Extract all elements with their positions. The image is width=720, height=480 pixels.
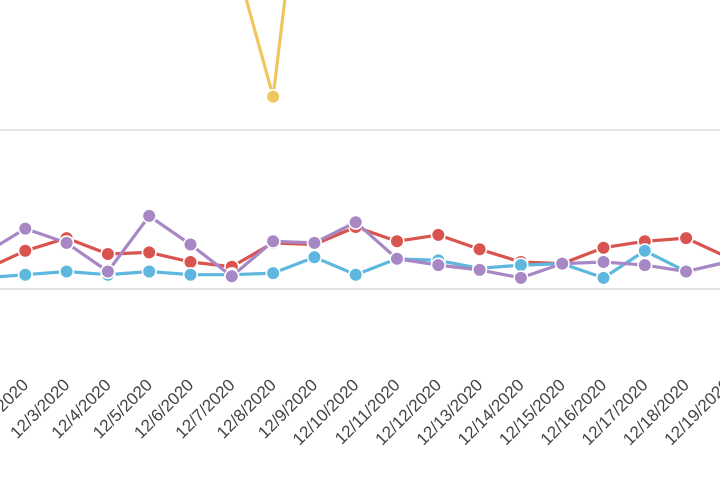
series-3-point-9[interactable] <box>348 267 364 283</box>
series-4-point-11[interactable] <box>430 257 446 273</box>
series-4-point-1[interactable] <box>17 221 33 237</box>
series-4-point-7[interactable] <box>265 233 281 249</box>
series-2-point-11[interactable] <box>430 227 446 243</box>
series-4-point-17[interactable] <box>678 263 694 280</box>
series-2-point-3[interactable] <box>100 246 116 262</box>
series-4-point-8[interactable] <box>306 235 323 251</box>
series-4-point-4[interactable] <box>141 208 157 224</box>
series-4-point-10[interactable] <box>389 251 405 267</box>
series-layer <box>0 0 720 286</box>
series-3-point-1[interactable] <box>17 267 33 283</box>
series-4-point-9[interactable] <box>348 214 364 230</box>
series-4-point-3[interactable] <box>100 263 116 280</box>
series-3-point-16[interactable] <box>637 243 653 259</box>
x-axis-tick-labels: 12/1/202012/2/202012/3/202012/4/202012/5… <box>0 375 720 449</box>
series-4-point-6[interactable] <box>224 268 240 284</box>
series-4-point-14[interactable] <box>554 256 570 272</box>
series-0-line <box>244 0 287 99</box>
series-4-point-16[interactable] <box>637 257 653 273</box>
series-2-point-10[interactable] <box>389 233 405 249</box>
series-3-point-7[interactable] <box>265 265 281 281</box>
series-2-point-15[interactable] <box>595 240 612 256</box>
series-3-point-5[interactable] <box>182 267 199 283</box>
series-4-point-13[interactable] <box>513 270 529 286</box>
series-3-point-15[interactable] <box>595 270 612 286</box>
series-4-point-15[interactable] <box>595 254 612 270</box>
series-4-point-2[interactable] <box>58 235 75 251</box>
series-2-point-5[interactable] <box>182 254 199 270</box>
series-2-point-1[interactable] <box>17 243 33 259</box>
gridlines <box>0 129 720 290</box>
series-2-point-4[interactable] <box>141 244 157 260</box>
series-2-point-17[interactable] <box>678 230 694 246</box>
series-2-point-12[interactable] <box>472 241 488 257</box>
series-3-point-2[interactable] <box>58 263 75 280</box>
series-4-point-5[interactable] <box>182 236 199 253</box>
series-3-point-13[interactable] <box>513 257 529 273</box>
series-0-point-7[interactable] <box>265 88 281 105</box>
series-4 <box>0 208 720 286</box>
series-3-point-8[interactable] <box>306 249 323 265</box>
series-4-point-12[interactable] <box>472 262 488 278</box>
series-0 <box>244 0 287 105</box>
series-3-point-4[interactable] <box>141 263 157 280</box>
